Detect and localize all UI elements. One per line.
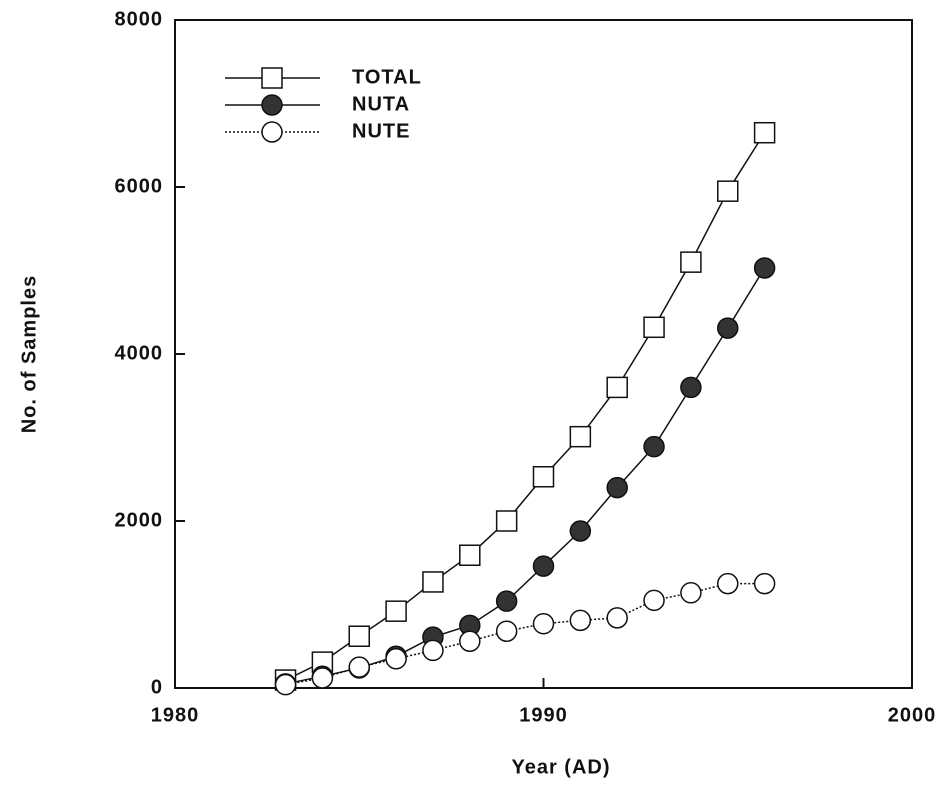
x-tick-label: 1980: [151, 704, 200, 726]
legend-marker: [261, 121, 283, 143]
marker: [717, 317, 739, 339]
marker: [385, 600, 407, 622]
marker: [606, 607, 628, 629]
marker: [348, 656, 370, 678]
marker: [569, 609, 592, 632]
marker: [311, 667, 334, 689]
marker: [569, 425, 592, 448]
marker: [422, 639, 444, 662]
marker: [643, 589, 665, 612]
marker: [717, 180, 739, 202]
marker: [680, 376, 702, 399]
marker: [680, 582, 702, 604]
marker: [680, 251, 702, 273]
y-tick-label: 8000: [115, 8, 164, 30]
legend-label: TOTAL: [352, 66, 422, 88]
marker: [495, 510, 518, 532]
x-tick-label: 2000: [888, 704, 937, 726]
marker: [753, 121, 776, 144]
legend-marker: [261, 67, 283, 89]
marker: [753, 572, 776, 595]
marker: [348, 625, 370, 647]
marker: [606, 476, 628, 499]
x-tick-label: 1990: [519, 704, 568, 726]
marker: [459, 544, 481, 566]
x-axis-label: Year (AD): [511, 756, 610, 778]
legend-label: NUTE: [352, 120, 410, 142]
y-tick-label: 4000: [115, 342, 164, 364]
marker: [385, 648, 407, 670]
marker: [495, 590, 518, 612]
y-axis-label: No. of Samples: [18, 275, 40, 433]
marker: [643, 435, 665, 458]
marker: [753, 257, 776, 279]
marker: [532, 555, 555, 577]
marker: [532, 465, 555, 488]
marker: [459, 630, 481, 652]
legend-label: NUTA: [352, 93, 410, 115]
y-tick-label: 2000: [115, 509, 164, 531]
marker: [532, 612, 555, 635]
legend-marker: [261, 94, 283, 116]
marker: [422, 571, 444, 593]
marker: [717, 572, 739, 595]
y-tick-label: 0: [151, 676, 163, 698]
plot-frame: [174, 19, 913, 689]
marker: [606, 376, 628, 399]
marker: [569, 520, 592, 542]
marker: [495, 620, 518, 642]
marker: [274, 673, 297, 696]
y-tick-label: 6000: [115, 175, 164, 197]
marker: [643, 316, 665, 339]
series-line: [285, 267, 766, 685]
